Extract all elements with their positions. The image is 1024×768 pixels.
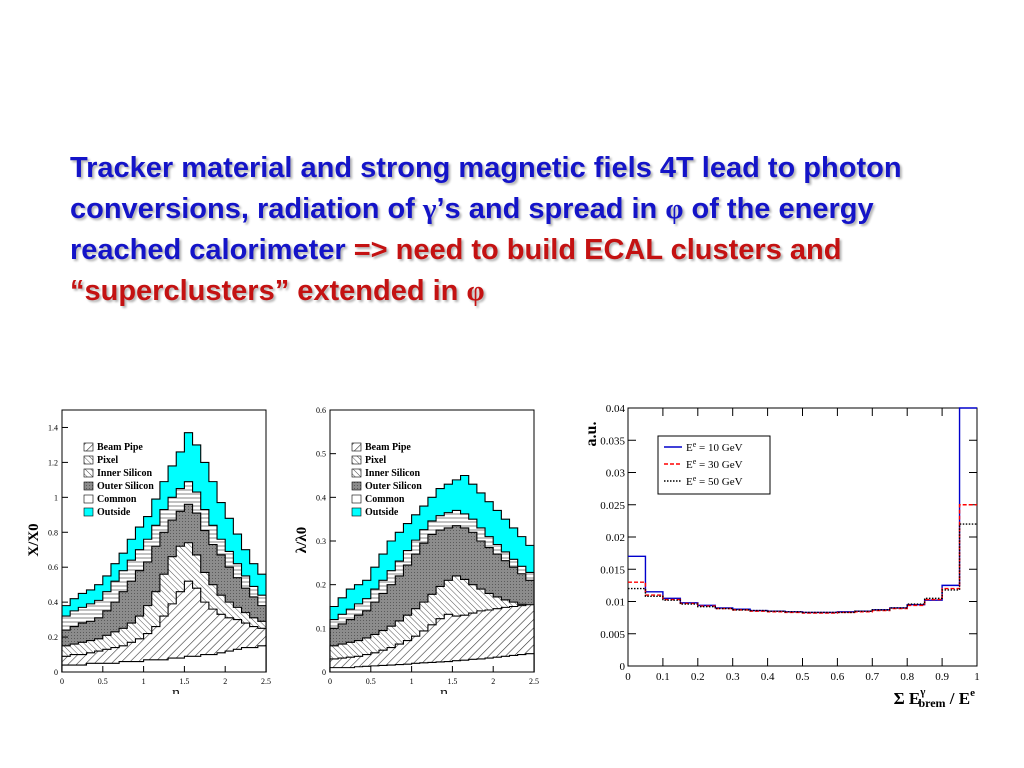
brem-y-tick-label: 0.035 (600, 435, 625, 447)
brem-x-axis-label: Σ Eγ brem / Ee (894, 686, 976, 708)
phi-symbol-red: φ (466, 275, 485, 307)
interaction-length-legend-swatch (351, 507, 362, 517)
brem-x-tick-label: 0.5 (796, 671, 810, 683)
radiation-length-legend-swatch (83, 468, 94, 478)
brem-y-tick-label: 0.015 (600, 564, 625, 576)
interaction-length-y-tick-label: 0.1 (316, 624, 326, 633)
radiation-length-series-beam-pipe (61, 645, 267, 673)
interaction-length-y-tick-label: 0 (322, 668, 326, 677)
interaction-length-legend-swatch (351, 468, 362, 478)
radiation-length-y-axis-label: X/X0 (26, 523, 42, 556)
radiation-length-y-tick-label: 1 (54, 493, 58, 502)
headline-text-3: of the energy reached calorimeter (70, 193, 874, 266)
brem-y-tick-label: 0.01 (606, 597, 625, 609)
radiation-length-x-tick-label: 1.5 (179, 677, 189, 686)
radiation-length-x-tick-label: 0.5 (98, 677, 108, 686)
brem-x-tick-label: 0.1 (656, 671, 670, 683)
interaction-length-x-tick-label: 2 (491, 677, 495, 686)
brem-x-tick-label: 0.6 (831, 671, 845, 683)
radiation-length-legend-label: Common (97, 494, 137, 505)
interaction-length-legend-swatch (351, 455, 362, 465)
radiation-length-legend-swatch (83, 494, 94, 504)
interaction-length-legend-label: Beam Pipe (365, 442, 411, 453)
radiation-length-legend-swatch (83, 455, 94, 465)
brem-legend-label: Ee = 10 GeV (686, 440, 743, 454)
radiation-length-legend-label: Outside (97, 507, 131, 518)
brem-y-axis-label: a.u. (583, 422, 600, 447)
radiation-length-legend-label: Outer Silicon (97, 481, 154, 492)
radiation-length-x-axis-label: η (172, 685, 180, 694)
gamma-symbol: γ (422, 193, 437, 225)
brem-y-tick-label: 0.005 (600, 629, 625, 641)
radiation-length-x-tick-label: 1 (142, 677, 146, 686)
radiation-length-y-tick-label: 1.2 (48, 458, 58, 467)
interaction-length-legend: Beam Pipe Pixel Inner Silicon Outer Silicon… (351, 442, 422, 518)
brem-x-tick-label: 0.2 (691, 671, 705, 683)
brem-x-tick-label: 0.4 (761, 671, 775, 683)
radiation-length-y-tick-label: 1.4 (48, 423, 58, 432)
interaction-length-x-tick-label: 0.5 (366, 677, 376, 686)
brem-y-tick-label: 0.02 (606, 532, 625, 544)
radiation-length-legend-swatch (83, 507, 94, 517)
radiation-length-legend: Beam Pipe Pixel Inner Silicon Outer Silicon… (83, 442, 154, 518)
radiation-length-legend-swatch (83, 481, 94, 491)
radiation-length-y-tick-label: 0.8 (48, 528, 58, 537)
radiation-length-series-pixel (61, 580, 267, 673)
interaction-length-legend-label: Outside (365, 507, 399, 518)
interaction-length-y-tick-label: 0.3 (316, 537, 326, 546)
headline-conclusion: => need to build ECAL clusters and “supe… (70, 234, 842, 307)
radiation-length-y-tick-label: 0.4 (48, 598, 58, 607)
radiation-length-x-tick-label: 0 (60, 677, 64, 686)
interaction-length-legend-label: Common (365, 494, 405, 505)
interaction-length-legend-swatch (351, 481, 362, 491)
headline: Tracker material and strong magnetic fie… (70, 148, 970, 312)
brem-y-tick-label: 0.04 (606, 403, 626, 415)
interaction-length-series-pixel (329, 604, 535, 673)
brem-y-tick-label: 0.025 (600, 500, 625, 512)
brem-x-tick-label: 0.7 (865, 671, 879, 683)
radiation-length-chart: 0 0.5 1 1.5 2 2.5 0 0.2 0.4 0.6 0.8 1 1.2 1.4 η X/X0 Bea… (26, 409, 271, 694)
interaction-length-x-tick-label: 2.5 (529, 677, 539, 686)
interaction-length-legend-swatch (351, 494, 362, 504)
brem-legend-box (657, 435, 771, 495)
interaction-length-legend-swatch (351, 442, 362, 452)
brem-y-tick-label: 0 (620, 661, 626, 673)
interaction-length-y-axis-label: λ/λ0 (294, 527, 310, 553)
radiation-length-legend-label: Pixel (97, 455, 118, 466)
interaction-length-y-tick-label: 0.4 (316, 493, 326, 502)
brem-legend-label: Ee = 30 GeV (686, 457, 743, 471)
phi-symbol: φ (665, 193, 684, 225)
radiation-length-y-tick-label: 0.6 (48, 563, 58, 572)
brem-y-tick-label: 0.03 (606, 468, 626, 480)
radiation-length-y-tick-label: 0.2 (48, 633, 58, 642)
radiation-length-x-tick-label: 2.5 (261, 677, 271, 686)
interaction-length-x-axis-label: η (440, 685, 448, 694)
radiation-length-legend-label: Beam Pipe (97, 442, 143, 453)
radiation-length-y-tick-label: 0 (54, 668, 58, 677)
brem-x-tick-label: 0.3 (726, 671, 740, 683)
brem-legend-label: Ee = 50 GeV (686, 474, 743, 488)
headline-text-2: ’s and spread in (436, 193, 666, 225)
interaction-length-legend-label: Inner Silicon (365, 468, 421, 479)
interaction-length-legend-label: Pixel (365, 455, 386, 466)
interaction-length-chart: 0 0.5 1 1.5 2 2.5 0 0.1 0.2 0.3 0.4 0.5 0.6 η λ/λ0 Beam… (294, 406, 539, 694)
brem-x-tick-label: 1 (974, 671, 980, 683)
interaction-length-x-tick-label: 1 (410, 677, 414, 686)
headline-text-1: Tracker material and strong magnetic fie… (70, 152, 902, 225)
interaction-length-y-tick-label: 0.6 (316, 406, 326, 415)
radiation-length-x-tick-label: 2 (223, 677, 227, 686)
brem-x-tick-label: 0.8 (900, 671, 914, 683)
brem-x-tick-label: 0.9 (935, 671, 949, 683)
interaction-length-x-tick-label: 0 (328, 677, 332, 686)
brem-energy-fraction-chart: 0 0.005 0.01 0.015 0.02 0.025 0.03 0.035 0.04 0 0.… (583, 403, 980, 708)
brem-x-tick-label: 0 (625, 671, 631, 683)
interaction-length-y-tick-label: 0.2 (316, 581, 326, 590)
interaction-length-x-tick-label: 1.5 (447, 677, 457, 686)
radiation-length-legend-label: Inner Silicon (97, 468, 153, 479)
radiation-length-legend-swatch (83, 442, 94, 452)
interaction-length-legend-label: Outer Silicon (365, 481, 422, 492)
interaction-length-y-tick-label: 0.5 (316, 450, 326, 459)
